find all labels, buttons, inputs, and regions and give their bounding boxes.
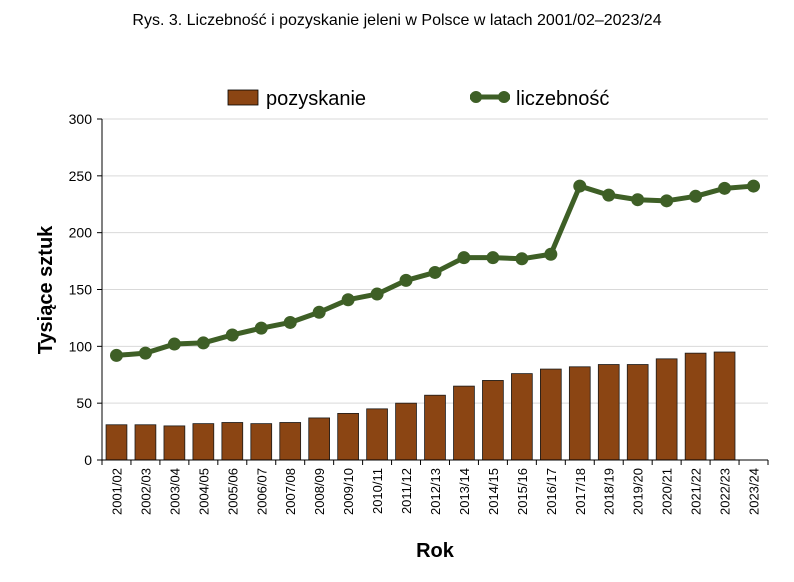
line-point [312, 305, 326, 319]
x-axis-title: Rok [416, 540, 455, 562]
x-tick-label: 2021/22 [689, 468, 704, 515]
x-tick-label: 2004/05 [196, 468, 211, 515]
line-series-liczebnosc [109, 179, 761, 362]
bar [366, 408, 388, 461]
bar [482, 380, 504, 461]
bar [540, 368, 562, 461]
x-tick-label: 2001/02 [109, 468, 124, 515]
line-point [544, 247, 558, 261]
x-tick-label: 2007/08 [283, 468, 298, 515]
line-point [515, 252, 529, 266]
line-point [196, 336, 210, 350]
y-tick-label: 150 [69, 282, 93, 298]
y-tick-label: 50 [76, 395, 92, 411]
legend-label-pozyskanie: pozyskanie [266, 88, 366, 110]
legend-label-liczebnosc: liczebność [516, 88, 609, 110]
bar [134, 424, 157, 461]
chart-title: Rys. 3. Liczebność i pozyskanie jeleni w… [132, 12, 662, 29]
x-tick-label: 2003/04 [167, 468, 182, 515]
x-tick-label: 2018/19 [602, 468, 617, 515]
x-tick-label: 2023/24 [747, 468, 762, 515]
line-point [167, 337, 181, 351]
bar [105, 424, 128, 461]
y-tick-label: 200 [69, 225, 93, 241]
line-point [747, 179, 761, 193]
x-tick-label: 2013/14 [457, 468, 472, 515]
x-tick-label: 2014/15 [486, 468, 501, 515]
legend-swatch-pozyskanie [227, 89, 259, 106]
bar [163, 425, 186, 461]
line-point [602, 188, 616, 202]
legend-marker [498, 91, 510, 103]
y-tick-label: 300 [69, 111, 93, 127]
bar [655, 358, 678, 461]
x-tick-label: 2010/11 [370, 468, 385, 514]
line-point [631, 193, 645, 207]
bar [511, 373, 533, 461]
line-point [573, 179, 587, 193]
line-point [689, 189, 703, 203]
line-point [370, 287, 384, 301]
x-tick-label: 2009/10 [341, 468, 356, 515]
x-tick-label: 2022/23 [718, 468, 733, 515]
x-tick-label: 2020/21 [660, 468, 675, 515]
axes [97, 118, 769, 465]
legend: pozyskanie liczebność [227, 88, 609, 110]
bar [192, 423, 215, 461]
bar [684, 352, 707, 461]
bar [626, 364, 649, 461]
bar [221, 422, 244, 461]
y-tick-label: 250 [69, 168, 93, 184]
bar-series-pozyskanie [105, 351, 736, 461]
bar [250, 423, 273, 461]
bar [337, 412, 359, 461]
y-tick-label: 0 [84, 452, 92, 468]
line-point [283, 315, 297, 329]
y-axis-title: Tysiące sztuk [35, 225, 57, 354]
bar [597, 364, 620, 461]
bar [424, 394, 446, 461]
line-point [457, 251, 471, 265]
x-tick-label: 2006/07 [254, 468, 269, 515]
x-tick-label: 2008/09 [312, 468, 327, 515]
legend-marker [470, 91, 482, 103]
line-point [486, 251, 500, 265]
tick-labels: 0 50 100 150 200 250 300 2001/02 2002/03 2003/04 2… [69, 111, 762, 515]
line-point [718, 181, 732, 195]
x-tick-label: 2005/06 [225, 468, 240, 515]
bar [308, 417, 330, 461]
x-tick-label: 2011/12 [399, 468, 414, 514]
bar [713, 351, 736, 461]
line-point [254, 321, 268, 335]
line-point [428, 265, 442, 279]
line-point [399, 273, 413, 287]
bar [453, 385, 475, 461]
y-tick-label: 100 [69, 338, 93, 354]
bar [568, 366, 591, 461]
bar [279, 422, 302, 461]
line-point [341, 293, 355, 307]
line-point [225, 328, 239, 342]
line-point [660, 194, 674, 208]
line-point [138, 346, 152, 360]
x-tick-label: 2019/20 [631, 468, 646, 515]
bar [395, 402, 417, 461]
x-tick-label: 2017/18 [573, 468, 588, 515]
x-tick-label: 2012/13 [428, 468, 443, 515]
x-tick-label: 2015/16 [515, 468, 530, 515]
x-tick-label: 2002/03 [138, 468, 153, 515]
x-tick-label: 2016/17 [544, 468, 559, 515]
line-point [109, 348, 123, 362]
